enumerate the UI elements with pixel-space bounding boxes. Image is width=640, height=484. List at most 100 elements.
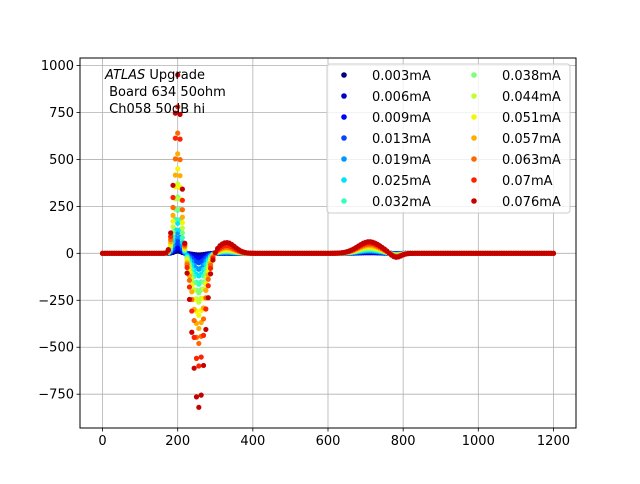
data-point	[179, 214, 185, 220]
data-point	[193, 394, 200, 400]
data-point	[175, 72, 181, 78]
legend-marker	[471, 72, 477, 78]
data-point	[168, 230, 174, 236]
y-tick-label: 500	[49, 153, 74, 168]
y-tick-label: 750	[49, 106, 74, 121]
data-point	[191, 365, 197, 371]
legend-item: 0.07mA	[471, 174, 553, 189]
legend-item: 0.051mA	[471, 111, 561, 126]
annotation-atlas: ATLAS	[104, 68, 145, 83]
data-point	[205, 276, 211, 282]
data-point	[210, 257, 216, 263]
data-point	[184, 264, 190, 271]
data-point	[179, 186, 185, 192]
data-point	[184, 270, 190, 276]
x-tick-label: 200	[165, 434, 190, 449]
data-point	[177, 157, 183, 163]
data-point	[203, 326, 209, 333]
data-point	[177, 173, 183, 179]
data-point	[179, 235, 185, 241]
data-point	[170, 204, 176, 211]
data-point	[170, 224, 176, 230]
x-tick-label: 600	[316, 434, 341, 449]
y-tick-label: 250	[49, 200, 74, 215]
legend-marker	[471, 93, 477, 99]
annotation-line-2: Board 634 50ohm	[105, 85, 226, 100]
legend-marker	[471, 156, 477, 162]
y-tick-label: −750	[38, 388, 74, 403]
legend-marker	[341, 93, 347, 99]
data-point	[189, 329, 195, 335]
data-point	[175, 151, 181, 157]
data-point	[175, 166, 181, 172]
data-point	[179, 220, 185, 226]
data-point	[207, 271, 214, 277]
legend-box	[326, 63, 571, 214]
legend-item: 0.032mA	[341, 195, 431, 210]
data-point	[205, 295, 211, 301]
legend-item: 0.038mA	[471, 69, 561, 84]
data-point	[200, 316, 207, 322]
data-point	[172, 172, 178, 178]
legend-item: 0.057mA	[471, 132, 561, 147]
legend: 0.003mA 0.006mA 0.009mA 0.013mA 0.019mA 0.025…	[326, 63, 571, 214]
data-point	[170, 212, 176, 218]
data-point	[198, 392, 204, 398]
y-tick-label: −250	[38, 294, 74, 309]
data-point	[175, 130, 181, 136]
data-point	[203, 287, 209, 294]
x-tick-label: 1000	[462, 434, 495, 449]
legend-entries: 0.003mA 0.006mA 0.009mA 0.013mA 0.019mA 0.025…	[341, 69, 561, 210]
legend-marker	[341, 198, 347, 204]
data-point	[186, 296, 193, 303]
data-point	[191, 334, 197, 340]
legend-item: 0.006mA	[341, 90, 431, 105]
legend-label: 0.006mA	[372, 90, 431, 105]
data-point	[168, 234, 174, 240]
data-point	[170, 182, 176, 188]
annotation-line-1: ATLAS Upgrade	[104, 68, 205, 83]
data-point	[172, 156, 178, 162]
legend-label: 0.032mA	[372, 195, 431, 210]
legend-label: 0.076mA	[502, 195, 561, 210]
data-point	[191, 317, 197, 324]
x-tick-label: 0	[98, 434, 106, 449]
legend-item: 0.025mA	[341, 174, 431, 189]
data-point	[172, 135, 178, 141]
legend-marker	[341, 177, 347, 183]
data-point	[172, 110, 178, 116]
data-point	[189, 308, 195, 314]
x-tick-label: 800	[391, 434, 416, 449]
data-point	[179, 225, 185, 231]
legend-marker	[341, 135, 347, 141]
data-point	[196, 363, 202, 369]
annotation-upgrade: Upgrade	[145, 68, 205, 83]
data-point	[200, 362, 207, 369]
data-point	[179, 230, 185, 236]
data-point	[212, 249, 218, 256]
data-point	[198, 354, 204, 360]
data-point	[182, 240, 188, 246]
data-layer	[99, 72, 557, 410]
legend-label: 0.063mA	[502, 153, 561, 168]
data-point	[170, 194, 176, 201]
legend-marker	[471, 177, 477, 183]
legend-label: 0.009mA	[372, 111, 431, 126]
y-tick-label: −500	[38, 341, 74, 356]
legend-label: 0.044mA	[502, 90, 561, 105]
x-tick-label: 400	[240, 434, 265, 449]
data-point	[179, 197, 185, 203]
data-point	[186, 277, 193, 283]
y-tick-label: 1000	[41, 59, 74, 74]
legend-item: 0.063mA	[471, 153, 561, 168]
data-point	[165, 246, 171, 253]
legend-marker	[341, 156, 347, 162]
legend-item: 0.003mA	[341, 69, 431, 84]
legend-marker	[471, 135, 477, 141]
data-point	[196, 312, 202, 318]
data-point	[179, 207, 185, 213]
annotation-line-3: Ch058 50dB hi	[105, 102, 205, 117]
legend-item: 0.044mA	[471, 90, 561, 105]
